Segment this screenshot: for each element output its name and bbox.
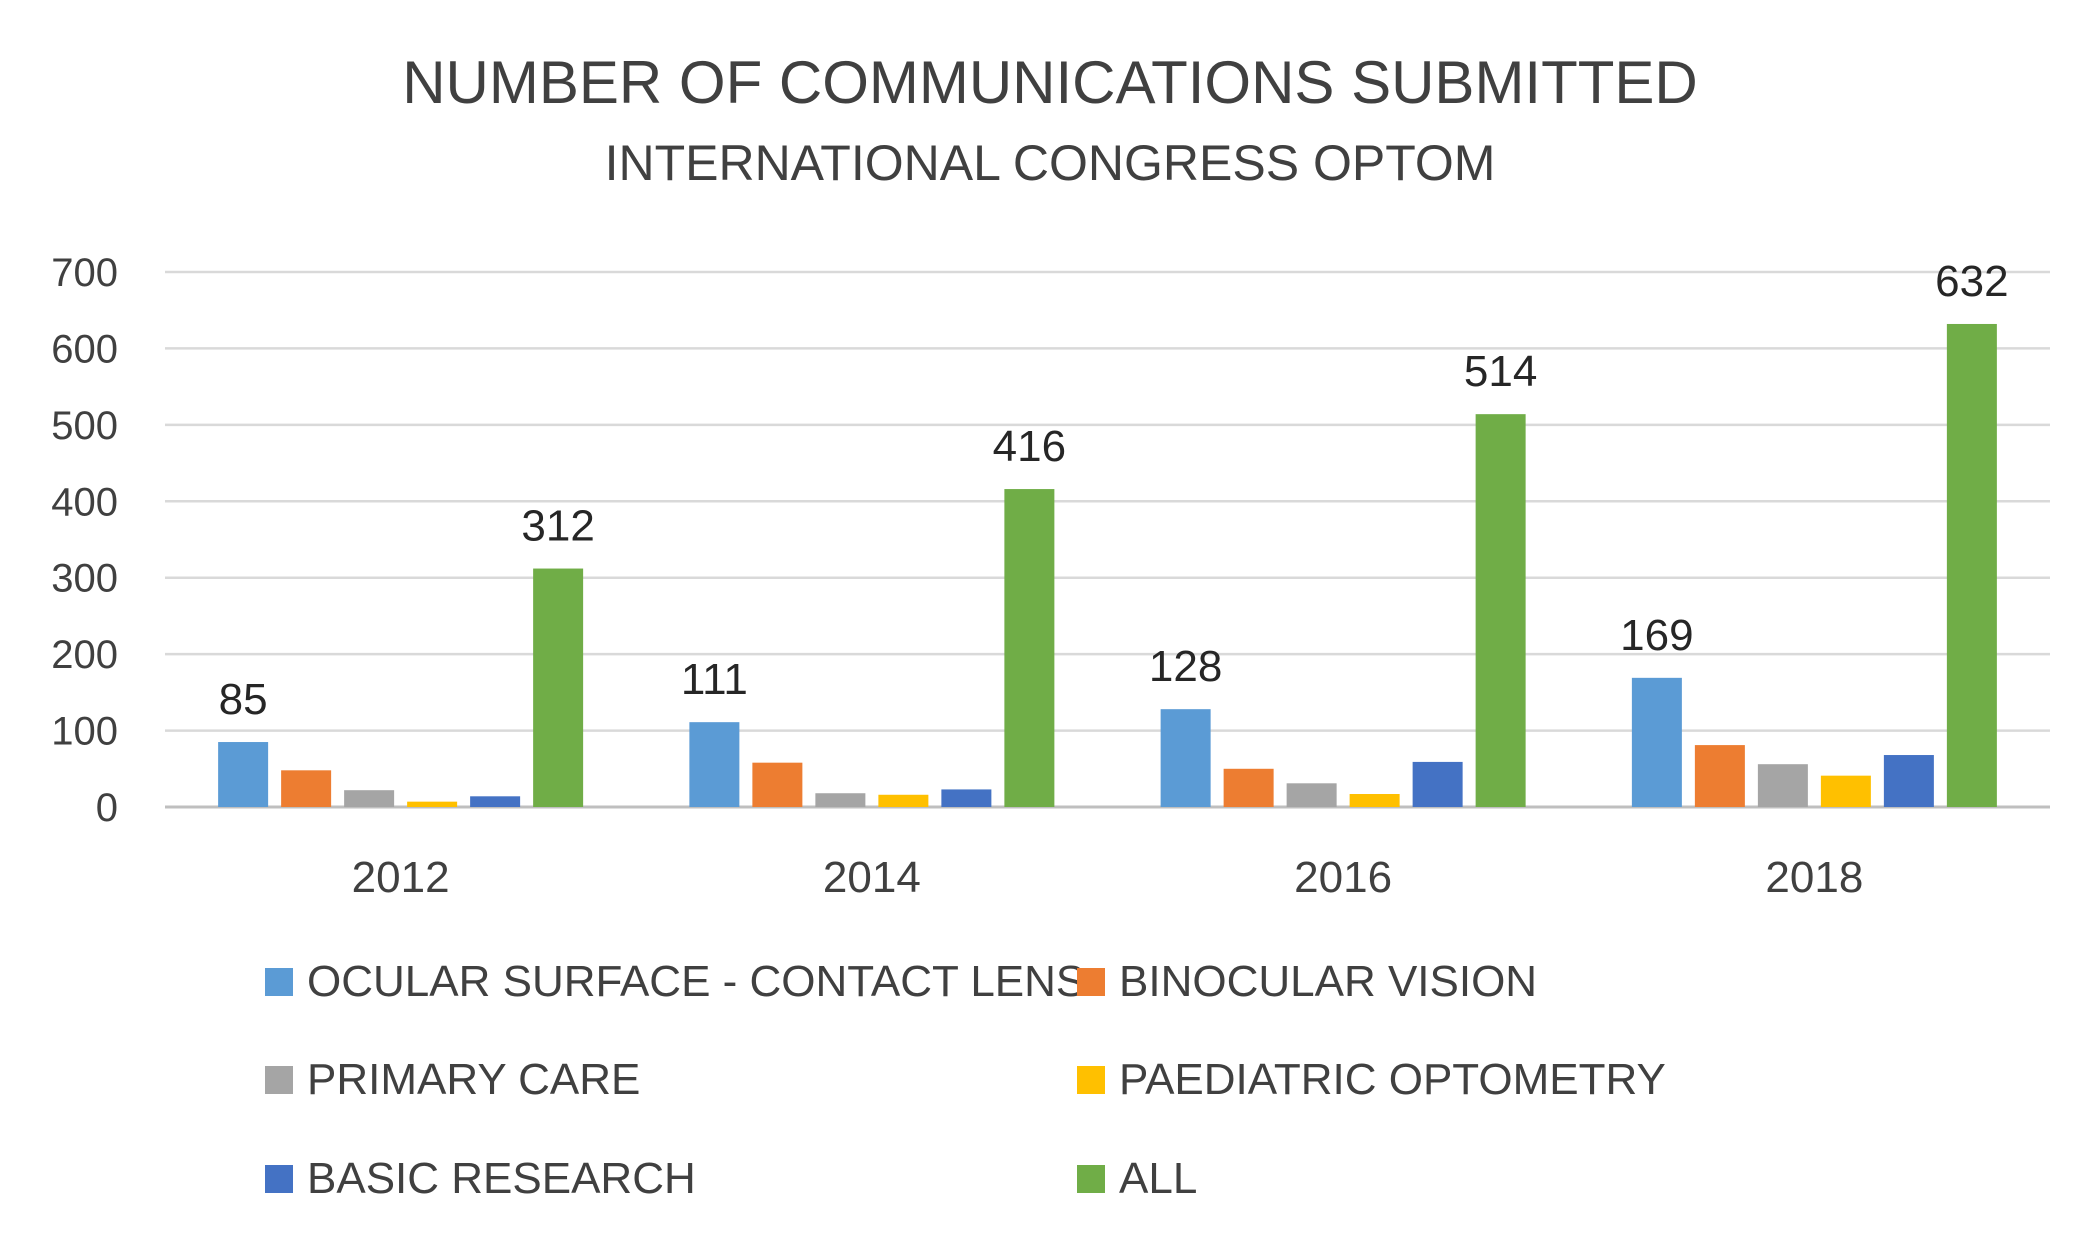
bar	[470, 796, 521, 807]
bar	[1946, 323, 1997, 807]
legend-label: OCULAR SURFACE - CONTACT LENS	[307, 957, 1085, 1006]
legend-swatch	[1077, 1165, 1105, 1193]
chart-subtitle: INTERNATIONAL CONGRESS OPTOM	[605, 135, 1496, 191]
bar	[1349, 794, 1400, 807]
legend-swatch	[1077, 968, 1105, 996]
x-category-label: 2014	[823, 853, 921, 902]
bar	[689, 722, 740, 807]
bar	[218, 742, 269, 807]
chart-title: NUMBER OF COMMUNICATIONS SUBMITTED	[402, 49, 1698, 116]
bar	[1004, 489, 1055, 807]
bar	[1883, 755, 1934, 807]
data-label: 416	[993, 422, 1066, 471]
bar	[815, 793, 866, 807]
y-axis-ticks: 0 100 200 300 400 500 600 700	[51, 251, 118, 830]
legend-swatch	[265, 1165, 293, 1193]
bar	[752, 762, 803, 807]
data-label: 128	[1149, 642, 1222, 691]
legend-label: PRIMARY CARE	[307, 1055, 640, 1104]
y-tick-label: 600	[51, 327, 118, 371]
legend-swatch	[265, 1066, 293, 1094]
data-label: 514	[1464, 347, 1537, 396]
y-tick-label: 100	[51, 710, 118, 754]
x-category-label: 2012	[352, 853, 450, 902]
x-axis-categories: 2012 2014 2016 2018	[352, 853, 1864, 902]
x-category-label: 2018	[1765, 853, 1863, 902]
y-tick-label: 700	[51, 251, 118, 295]
bar	[1820, 775, 1871, 807]
y-tick-label: 400	[51, 480, 118, 524]
bar	[281, 770, 332, 807]
data-label: 111	[681, 655, 748, 704]
bar	[344, 790, 395, 807]
bars	[218, 323, 1997, 807]
legend-swatch	[1077, 1066, 1105, 1094]
legend-swatch	[265, 968, 293, 996]
bar	[1694, 745, 1745, 807]
legend-label: ALL	[1119, 1154, 1197, 1203]
data-label: 169	[1620, 611, 1693, 660]
bar	[878, 794, 929, 807]
legend-label: PAEDIATRIC OPTOMETRY	[1119, 1055, 1666, 1104]
y-tick-label: 500	[51, 404, 118, 448]
gridlines	[165, 270, 2050, 809]
bar	[1160, 709, 1211, 807]
data-label: 632	[1935, 257, 2008, 306]
legend-label: BASIC RESEARCH	[307, 1154, 696, 1203]
legend-label: BINOCULAR VISION	[1119, 957, 1537, 1006]
bar	[407, 801, 458, 807]
x-category-label: 2016	[1294, 853, 1392, 902]
y-tick-label: 0	[96, 786, 118, 830]
bar	[1412, 761, 1463, 807]
data-labels: 85 312 111 416 128 514 169 632	[219, 257, 2009, 724]
bar	[941, 789, 992, 807]
bar	[533, 568, 584, 807]
bar	[1223, 768, 1274, 807]
bar	[1286, 783, 1337, 807]
bar	[1757, 764, 1808, 807]
y-tick-label: 300	[51, 557, 118, 601]
data-label: 85	[219, 675, 268, 724]
data-label: 312	[521, 502, 594, 551]
bar	[1475, 414, 1526, 807]
y-tick-label: 200	[51, 633, 118, 677]
legend: OCULAR SURFACE - CONTACT LENS BINOCULAR V…	[265, 957, 1666, 1203]
bar	[1631, 677, 1682, 807]
